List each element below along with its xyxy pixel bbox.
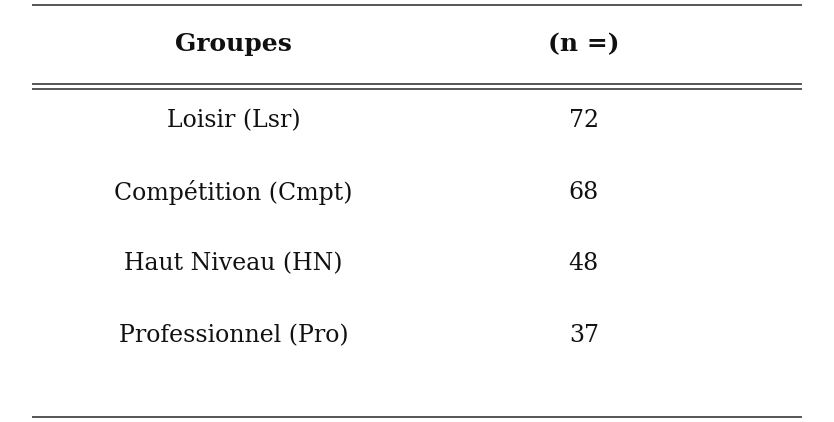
- Text: 37: 37: [569, 324, 599, 347]
- Text: Compétition (Cmpt): Compétition (Cmpt): [114, 179, 353, 205]
- Text: 72: 72: [569, 109, 599, 132]
- Text: 48: 48: [569, 252, 599, 275]
- Text: Groupes: Groupes: [175, 32, 292, 56]
- Text: (n =): (n =): [548, 32, 620, 56]
- Text: Haut Niveau (HN): Haut Niveau (HN): [124, 252, 343, 275]
- Text: Loisir (Lsr): Loisir (Lsr): [167, 109, 300, 132]
- Text: Professionnel (Pro): Professionnel (Pro): [118, 324, 349, 347]
- Text: 68: 68: [569, 181, 599, 203]
